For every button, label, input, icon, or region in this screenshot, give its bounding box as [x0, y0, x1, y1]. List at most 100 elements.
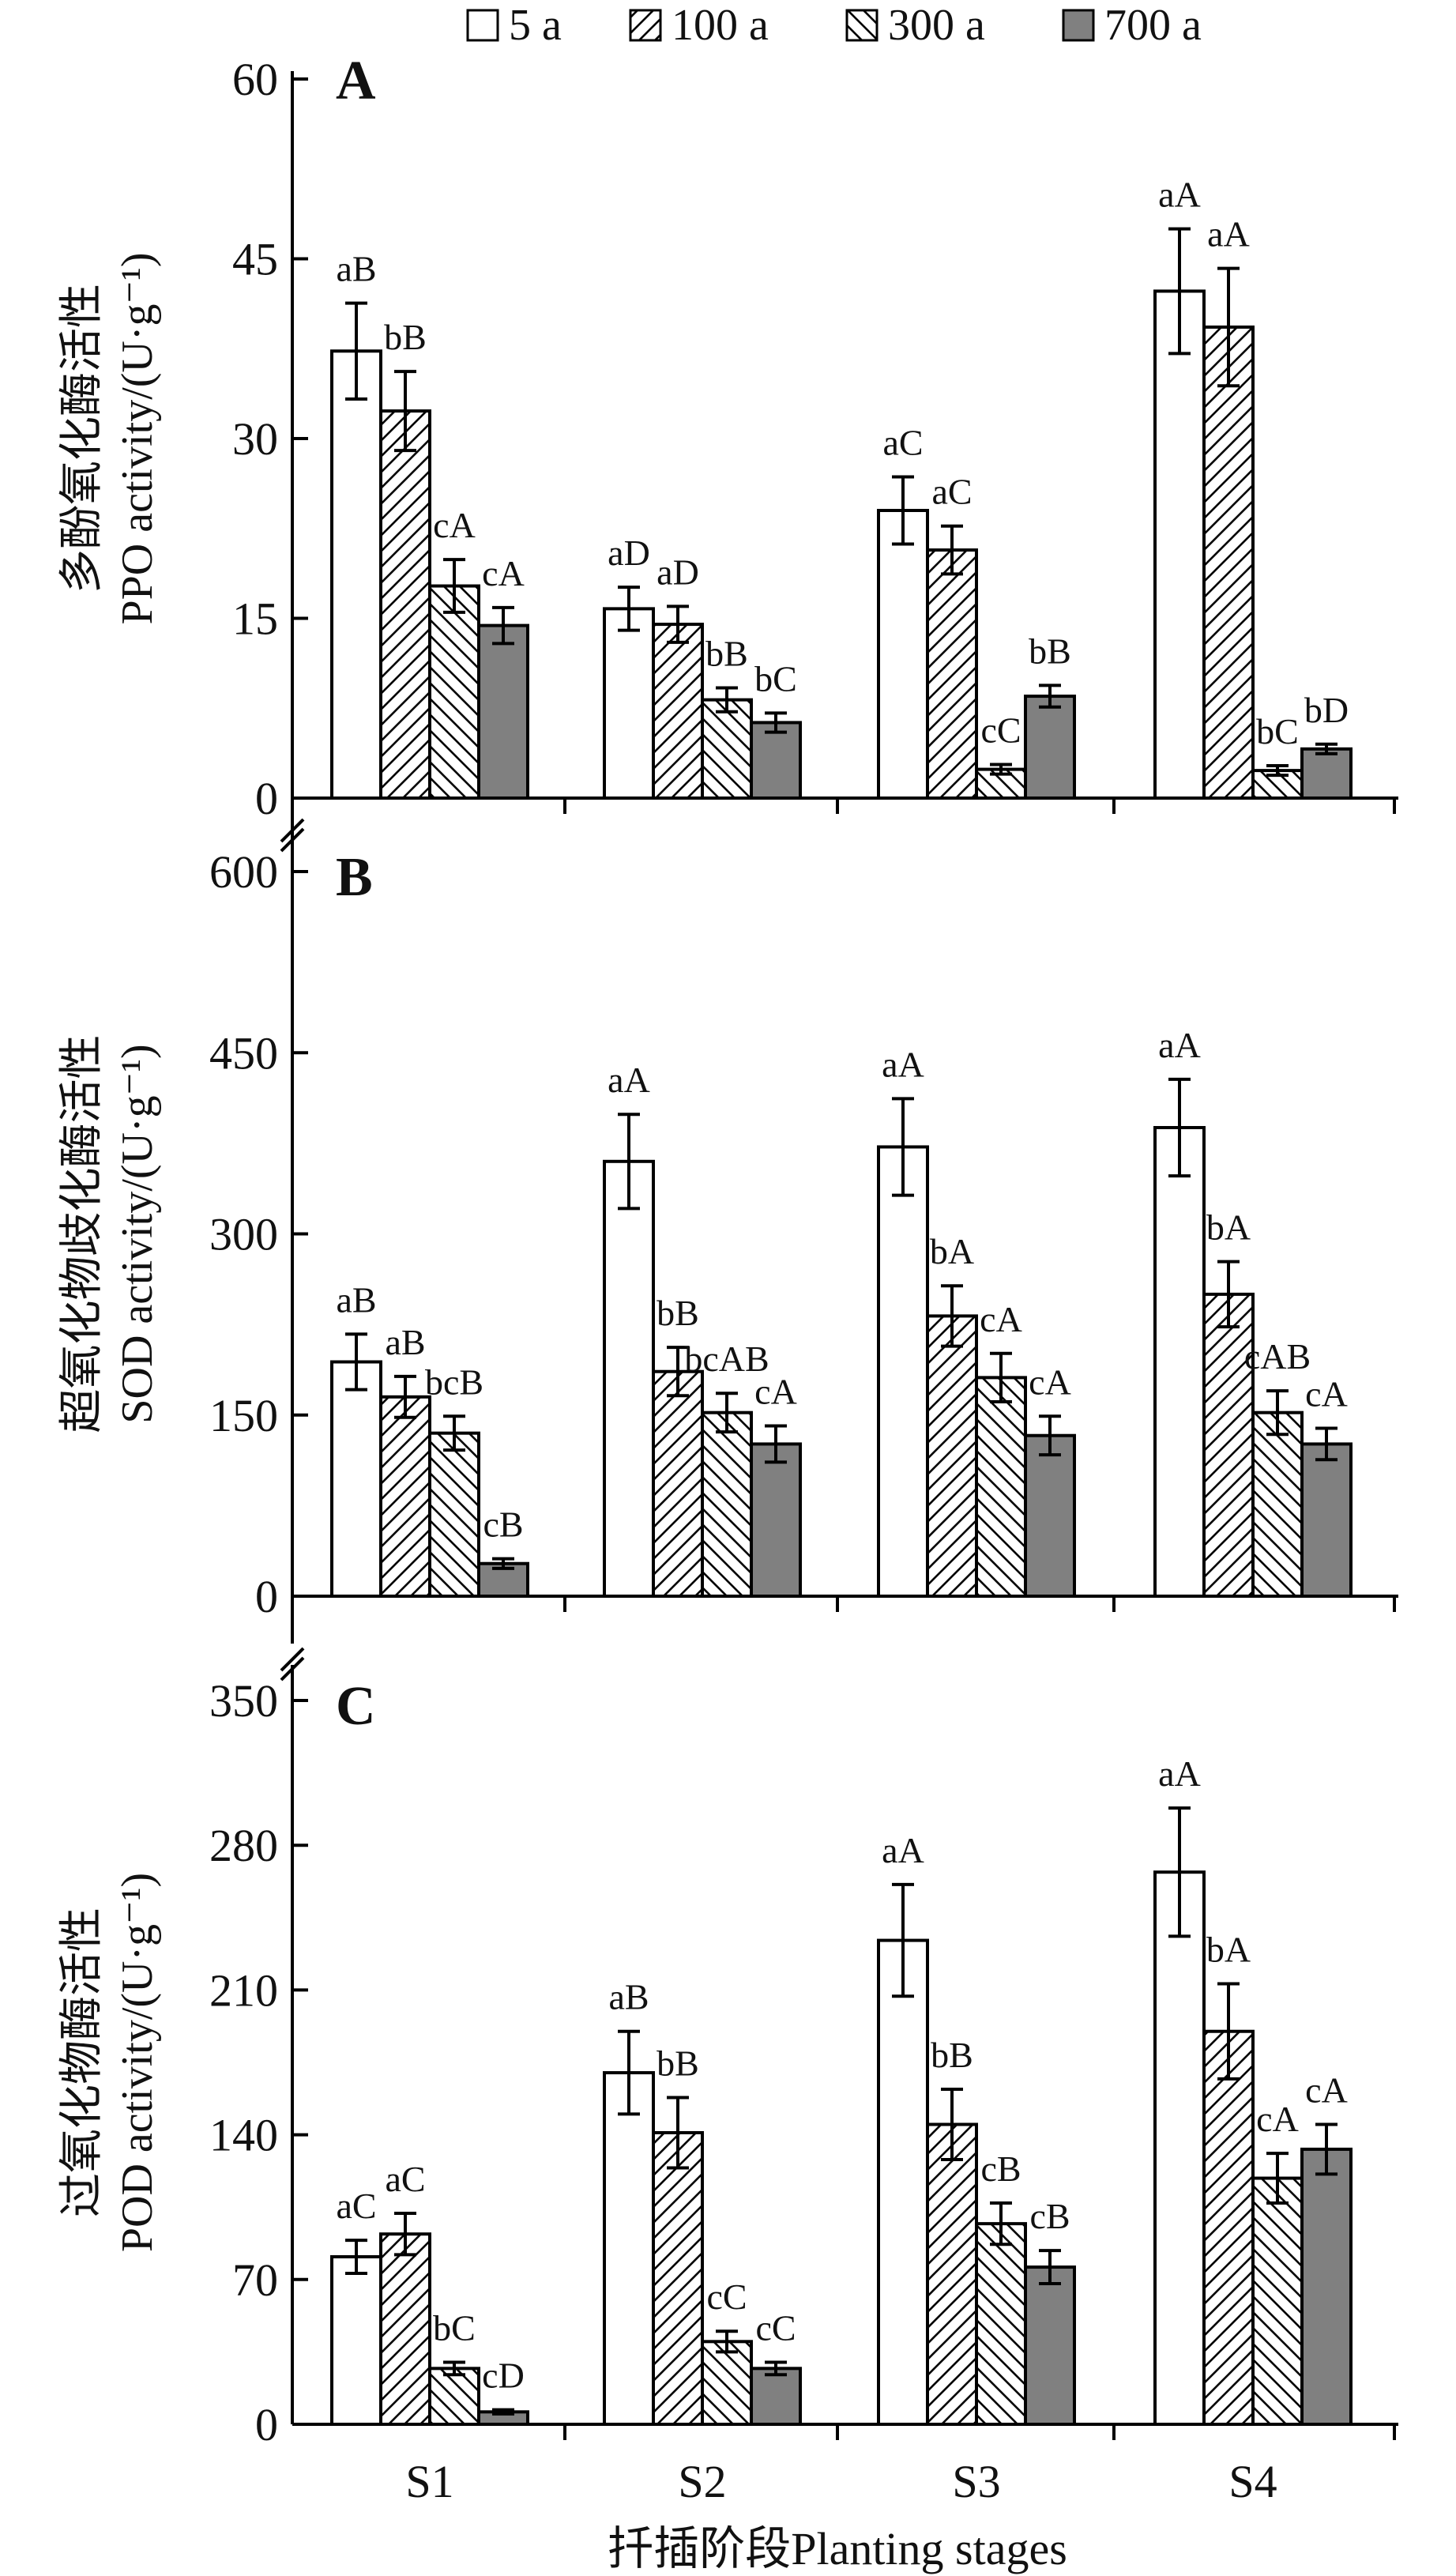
bar — [1251, 2176, 1304, 2427]
significance-label: cC — [706, 2277, 747, 2317]
y-tick-label: 150 — [209, 1390, 278, 1441]
legend-swatch — [845, 9, 878, 42]
bar — [603, 607, 655, 800]
y-tick-label: 300 — [209, 1209, 278, 1260]
significance-label: aA — [882, 1044, 924, 1084]
bar — [477, 623, 529, 800]
y-tick-label: 70 — [232, 2254, 278, 2306]
bar — [1024, 1433, 1076, 1599]
bar — [652, 623, 704, 800]
significance-label: aC — [336, 2186, 376, 2226]
bar — [379, 409, 431, 800]
bar — [750, 2367, 802, 2427]
panel-letter: A — [336, 51, 376, 111]
bar — [975, 1376, 1027, 1599]
x-tick-label: S1 — [405, 2456, 453, 2507]
y-tick-label: 0 — [255, 773, 278, 824]
bar — [1153, 1870, 1206, 2427]
y-tick-label: 60 — [232, 54, 278, 105]
axis-break-mark — [280, 1656, 305, 1682]
significance-label: aC — [385, 2159, 425, 2199]
bar — [330, 2255, 382, 2427]
bar — [652, 2130, 704, 2427]
significance-label: aA — [1158, 1753, 1201, 1794]
bar — [1300, 747, 1353, 800]
bar — [701, 2340, 753, 2426]
significance-label: cC — [755, 2307, 796, 2348]
y-tick-label: 30 — [232, 413, 278, 465]
y-tick-label: 15 — [232, 593, 278, 645]
y-tick-label: 280 — [209, 1820, 278, 1871]
significance-label: bB — [931, 2035, 973, 2075]
legend-label: 100 a — [672, 1, 769, 50]
bar — [603, 2071, 655, 2426]
significance-label: cA — [1305, 2070, 1348, 2111]
significance-label: bcB — [425, 1361, 483, 1402]
bar — [1300, 1442, 1353, 1599]
significance-label: aC — [882, 423, 923, 463]
significance-label: cAB — [1244, 1336, 1311, 1377]
significance-label: bA — [1206, 1207, 1251, 1248]
panel-b: 0 150 300 450 600 B 超氧化物歧化酶活性 SOD activity/(U·g… — [58, 818, 1398, 1644]
y-tick-label: 350 — [209, 1675, 278, 1727]
significance-label: aA — [608, 1060, 650, 1100]
significance-label: bB — [384, 317, 427, 357]
y-tick-label: 0 — [255, 2399, 278, 2450]
significance-label: aA — [1158, 1025, 1201, 1065]
legend-label: 300 a — [888, 1, 985, 50]
bar — [750, 1442, 802, 1599]
bar — [1251, 1410, 1304, 1599]
x-tick-label: S2 — [678, 2456, 726, 2507]
bar — [379, 1395, 431, 1598]
significance-label: aB — [385, 1322, 425, 1362]
significance-label: cA — [980, 1299, 1022, 1339]
legend-swatch — [466, 9, 499, 42]
significance-label: bA — [930, 1231, 974, 1271]
significance-label: bC — [754, 658, 797, 699]
y-tick-label: 0 — [255, 1571, 278, 1622]
bar — [603, 1159, 655, 1599]
significance-label: cB — [483, 1505, 523, 1545]
significance-label: cC — [980, 710, 1021, 751]
bar — [428, 584, 480, 800]
significance-label: bC — [1256, 711, 1299, 751]
bar — [1153, 289, 1206, 800]
legend-item: 700 a — [1062, 1, 1202, 50]
legend-label: 700 a — [1104, 1, 1202, 50]
significance-label: aA — [1207, 214, 1250, 254]
significance-label: cB — [1029, 2196, 1070, 2236]
x-axis-label: 扦插阶段Planting stages — [608, 2523, 1067, 2574]
significance-label: aA — [882, 1830, 924, 1870]
significance-label: bB — [657, 1293, 699, 1333]
significance-label: bC — [433, 2307, 476, 2348]
bar — [926, 1314, 978, 1598]
bar — [1202, 325, 1255, 800]
bar — [1202, 2029, 1255, 2427]
legend-label: 5 a — [509, 1, 562, 50]
significance-label: aC — [931, 472, 972, 512]
legend: 5 a 100 a 300 a 700 a — [466, 1, 1202, 50]
bar — [701, 1410, 753, 1599]
bar — [1300, 2147, 1353, 2426]
bar — [926, 2122, 978, 2427]
y-axis-label-cn: 过氧化物酶活性 — [58, 1908, 107, 2217]
bar — [1202, 1292, 1255, 1598]
x-tick-label: S3 — [952, 2456, 1000, 2507]
significance-label: bcAB — [684, 1339, 769, 1379]
y-tick-label: 210 — [209, 1964, 278, 2016]
significance-label: aD — [608, 533, 650, 573]
y-axis-label-en: SOD activity/(U·g⁻¹) — [113, 1044, 162, 1423]
significance-label: aB — [336, 1279, 376, 1320]
significance-label: cA — [1305, 1374, 1348, 1414]
y-axis-label-cn: 多酚氧化酶活性 — [58, 284, 107, 593]
significance-label: aA — [1158, 175, 1201, 215]
bar — [1024, 2265, 1076, 2427]
axis-break-mark — [280, 827, 305, 853]
legend-swatch — [629, 9, 662, 42]
axis-break-mark — [280, 1647, 305, 1672]
legend-item: 5 a — [466, 1, 562, 50]
bar — [379, 2232, 431, 2427]
significance-label: aB — [336, 249, 376, 289]
